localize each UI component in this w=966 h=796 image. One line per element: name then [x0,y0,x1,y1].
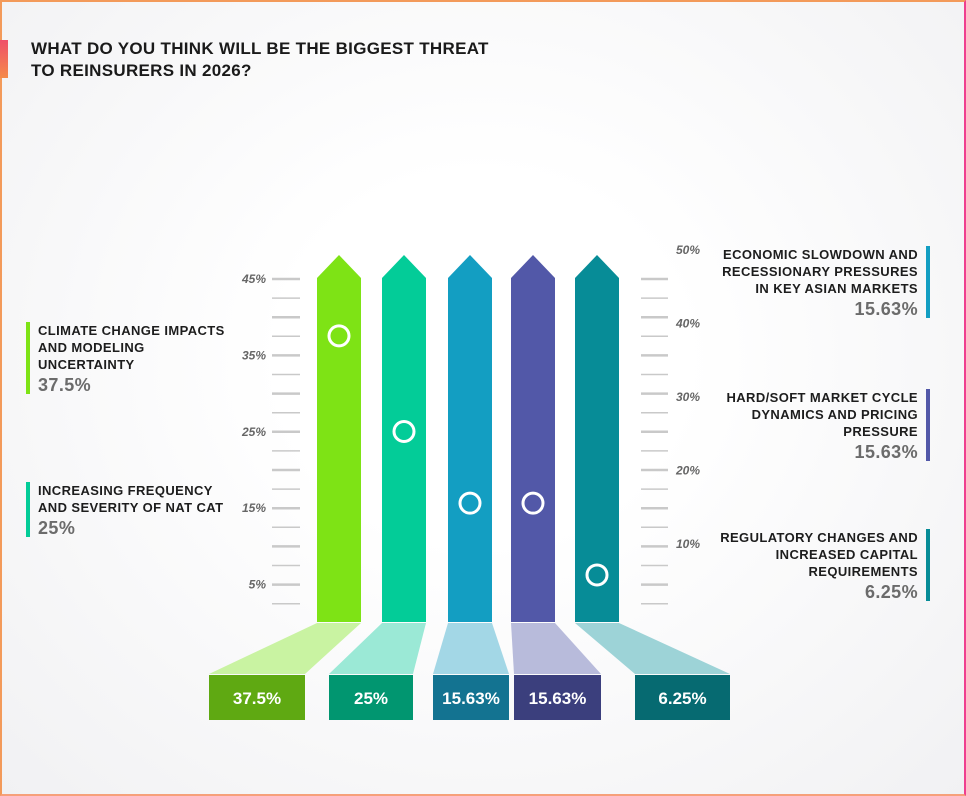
category-name: ECONOMIC SLOWDOWN AND RECESSIONARY PRESS… [722,247,918,296]
right-tick-label: 30% [676,390,700,404]
category-value: 15.63% [854,299,918,319]
category-label: INCREASING FREQUENCY AND SEVERITY OF NAT… [26,482,241,537]
value-marker [521,491,545,515]
value-box [433,675,509,720]
value-box [209,675,305,720]
left-tick-label: 5% [249,578,267,592]
right-tick-label: 20% [675,464,700,478]
category-color-bar [926,246,930,318]
value-box [514,675,601,720]
value-box [635,675,730,720]
category-name: INCREASING FREQUENCY AND SEVERITY OF NAT… [38,483,224,515]
category-value: 15.63% [854,442,918,462]
category-name: HARD/SOFT MARKET CYCLE DYNAMICS AND PRIC… [726,390,918,439]
category-name: CLIMATE CHANGE IMPACTS AND MODELING UNCE… [38,323,225,372]
category-label: HARD/SOFT MARKET CYCLE DYNAMICS AND PRIC… [705,389,930,461]
bar-arrow [575,255,619,622]
category-value: 25% [38,518,76,538]
bar-base-trapezoid [575,623,730,674]
category-label: REGULATORY CHANGES AND INCREASED CAPITAL… [705,529,930,601]
value-marker [585,563,609,587]
bar-arrow [448,255,492,622]
category-color-bar [926,529,930,601]
bar-base-trapezoid [433,623,509,674]
category-value: 37.5% [38,375,92,395]
title-accent-bar [0,40,8,78]
bar-arrow [382,255,426,622]
category-value: 6.25% [864,582,918,602]
value-marker [392,420,416,443]
bar-base-trapezoid [209,623,361,674]
left-tick-label: 25% [241,425,266,439]
chart-title: WHAT DO YOU THINK WILL BE THE BIGGEST TH… [31,39,489,80]
left-tick-label: 35% [242,348,266,362]
right-tick-label: 40% [675,317,700,331]
left-tick-label: 15% [242,501,266,515]
value-box [329,675,413,720]
value-box-label: 37.5% [233,689,281,708]
right-tick-label: 50% [676,243,700,257]
value-box-label: 15.63% [529,689,587,708]
value-marker [458,491,482,515]
category-label: CLIMATE CHANGE IMPACTS AND MODELING UNCE… [26,322,241,394]
value-box-label: 25% [354,689,388,708]
category-color-bar [26,322,30,394]
category-color-bar [926,389,930,461]
bar-arrow [317,255,361,622]
right-tick-label: 10% [676,537,700,551]
value-marker [327,324,351,348]
value-box-label: 15.63% [442,689,500,708]
bar-arrow [511,255,555,622]
category-color-bar [26,482,30,537]
bar-base-trapezoid [511,623,601,674]
category-name: REGULATORY CHANGES AND INCREASED CAPITAL… [720,530,918,579]
bar-base-trapezoid [329,623,426,674]
category-label: ECONOMIC SLOWDOWN AND RECESSIONARY PRESS… [705,246,930,318]
left-tick-label: 45% [241,272,266,286]
value-box-label: 6.25% [658,689,706,708]
